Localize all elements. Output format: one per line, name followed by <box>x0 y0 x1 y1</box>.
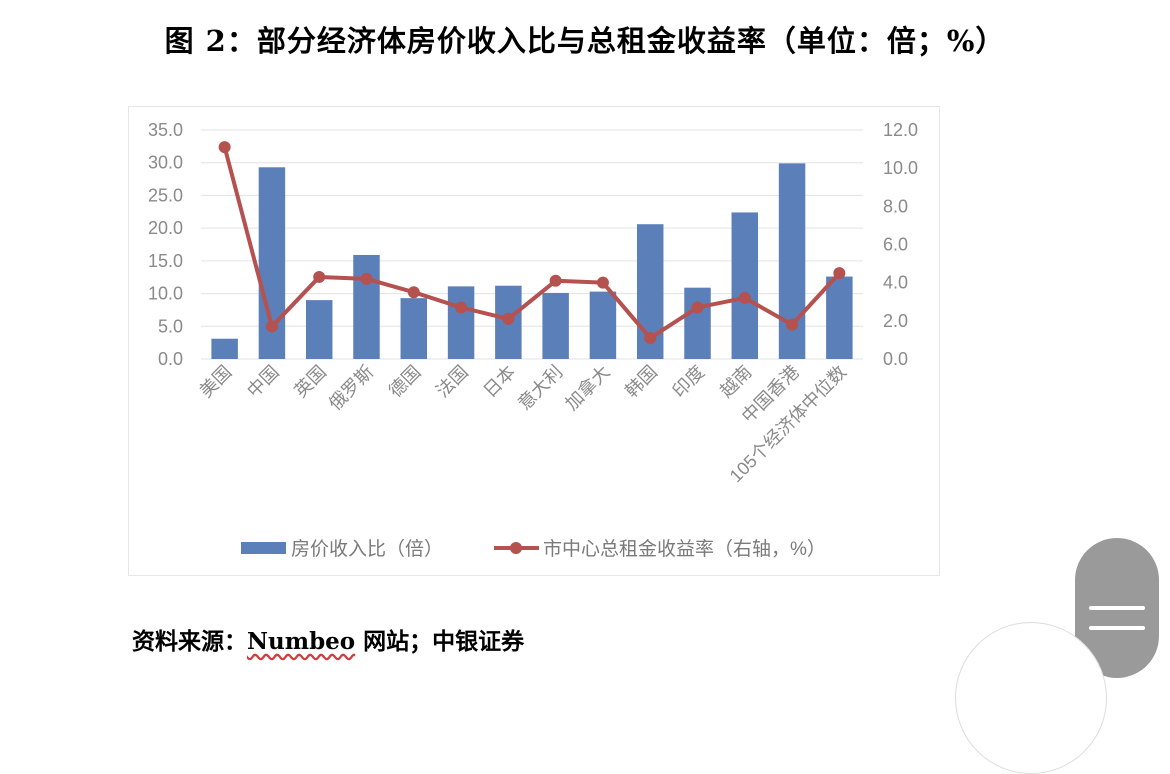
source-prefix: 资料来源： <box>132 628 247 655</box>
line-point <box>360 272 373 285</box>
line-point <box>313 270 326 283</box>
y-left-tick-label: 5.0 <box>158 316 183 336</box>
bar <box>353 254 380 359</box>
chart-canvas: 0.0 5.0 10.0 15.0 20.0 25.0 30.0 35.0 0.0 2.0 4.0 6… <box>148 120 918 560</box>
y-right-tick-label: 4.0 <box>883 273 908 293</box>
legend-label: 房价收入比（倍） <box>291 538 443 560</box>
legend-bar-swatch <box>241 542 286 554</box>
bar <box>589 291 617 359</box>
line-point <box>691 301 704 314</box>
x-tick-label: 德国 <box>385 362 425 402</box>
x-tick-label: 意大利 <box>514 362 566 414</box>
series-line <box>222 146 841 341</box>
floating-circle-button[interactable] <box>955 622 1107 774</box>
y-right-tick-label: 12.0 <box>883 120 918 140</box>
line-point <box>644 332 657 345</box>
menu-line-icon <box>1089 606 1145 610</box>
bar <box>447 286 475 359</box>
source-suffix: 网站；中银证券 <box>355 628 525 655</box>
x-tick-label: 美国 <box>196 362 236 402</box>
bar <box>400 298 428 359</box>
line-point <box>502 312 515 325</box>
x-tick-label: 法国 <box>432 362 472 402</box>
line-point <box>218 141 231 154</box>
y-left-tick-label: 15.0 <box>148 251 183 271</box>
y-left-tick-label: 30.0 <box>148 153 183 173</box>
line-point <box>786 318 799 331</box>
y-left-tick-label: 0.0 <box>158 349 183 369</box>
line-point <box>407 286 420 299</box>
source-site-name: Numbeo <box>247 628 356 655</box>
y-left-tick-label: 35.0 <box>148 120 183 140</box>
menu-line-icon <box>1089 626 1145 630</box>
x-tick-label: 俄罗斯 <box>325 362 377 414</box>
line-point <box>549 274 562 287</box>
x-tick-label: 加拿大 <box>561 361 614 414</box>
bar <box>826 276 853 359</box>
y-right-tick-label: 8.0 <box>883 196 908 216</box>
bar <box>684 287 711 359</box>
x-tick-label: 越南 <box>716 362 756 402</box>
y-right-tick-label: 2.0 <box>883 311 908 331</box>
legend-line-marker <box>510 542 522 554</box>
y-left-tick-label: 20.0 <box>148 218 183 238</box>
y-left-tick-label: 25.0 <box>148 185 183 205</box>
x-tick-label: 印度 <box>669 362 709 402</box>
line-point <box>455 301 468 314</box>
source-note: 资料来源：Numbeo 网站；中银证券 <box>132 622 524 656</box>
y-right-tick-label: 6.0 <box>883 235 908 255</box>
y-right-tick-label: 10.0 <box>883 158 918 178</box>
line-point <box>738 291 751 304</box>
y-right-tick-label: 0.0 <box>883 349 908 369</box>
line-point <box>596 276 609 289</box>
x-tick-label: 英国 <box>290 362 330 402</box>
figure-title: 图 2：部分经济体房价收入比与总租金收益率（单位：倍；%） <box>164 24 1006 58</box>
x-tick-label: 中国 <box>243 362 283 402</box>
x-tick-label: 韩国 <box>621 362 661 402</box>
y-left-tick-label: 10.0 <box>148 284 183 304</box>
line-point <box>833 267 846 280</box>
chart-frame: 0.0 5.0 10.0 15.0 20.0 25.0 30.0 35.0 0.0 2.0 4.0 6… <box>128 106 940 576</box>
bar <box>731 212 759 359</box>
line-point <box>265 320 278 333</box>
x-tick-label: 日本 <box>480 362 520 402</box>
bar <box>542 292 569 359</box>
legend-label: 市中心总租金收益率（右轴，%） <box>543 538 826 560</box>
bar <box>305 300 333 359</box>
bar <box>211 338 238 359</box>
